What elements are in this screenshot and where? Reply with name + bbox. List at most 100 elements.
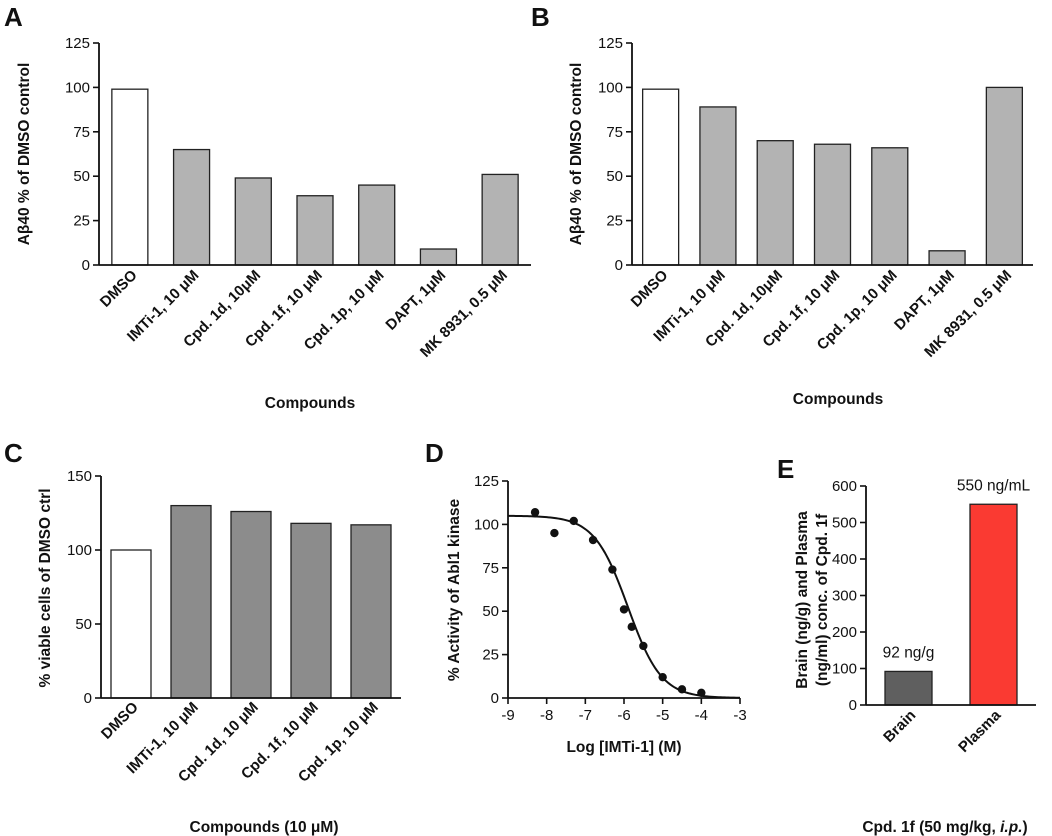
panel-d-data-point [588,535,598,545]
panel-b-y-tick-label: 75 [606,124,623,141]
panel-d-y-axis-title: % Activity of Abl1 kinase [446,498,463,681]
panel-b: B Aβ40 % of DMSO control Compounds 0 25 50… [531,2,1033,408]
panel-d-data-point [697,688,706,697]
panel-c-x-axis-title: Compounds (10 μM) [190,819,339,836]
panel-d-y-tick-label: 100 [474,516,499,533]
panel-e-annotations: 92 ng/g 550 ng/mL [883,477,1031,661]
panel-b-bar-cpd-1d-10-m [756,140,794,266]
panel-d-y-tick-label: 25 [482,647,499,664]
panel-b-y-tick-label: 25 [606,213,623,230]
panel-a-category-label: DMSO [97,267,141,311]
panel-e-y-tick-label: 600 [832,478,857,495]
panel-b-y-axis-title: Aβ40 % of DMSO control [568,63,585,246]
panel-c-y-tick-label: 0 [84,690,92,707]
panel-d-x-tick-label: -9 [501,707,514,724]
panel-letter-d: D [425,438,444,468]
panel-d-x-tick-label: -3 [733,707,746,724]
panel-d: D % Activity of Abl1 kinase Log [IMTi-1]… [425,438,747,756]
panel-d-data-point [658,672,667,682]
panel-d-x-ticks: -9 -8 -7 -6 -5 -4 -3 [501,698,747,724]
panel-c-bar-cpd-1f-10-m [290,522,332,699]
panel-d-data-point [569,516,578,526]
panel-b-bar-dapt-1-m [928,250,966,266]
panel-letter-a: A [4,2,23,32]
panel-d-x-tick-label: -7 [579,707,592,724]
panel-a-y-axis-title: Aβ40 % of DMSO control [16,63,33,246]
panel-a-y-tick-label: 100 [65,79,90,96]
panel-c-bar-cpd-1p-10-m [350,524,392,699]
panel-b-bar-dmso [641,88,680,266]
panel-c-bar-cpd-1d-10-m [230,510,272,699]
panel-b-bar-imti-1-10-m [699,106,737,266]
panel-a-y-tick-label: 25 [73,213,90,230]
panel-e-category-label: Brain [880,707,919,746]
panel-b-bar-cpd-1p-10-m [871,147,909,266]
panel-a-y-tick-label: 50 [73,168,90,185]
panel-b-y-tick-label: 0 [615,257,623,274]
panel-a-bar-cpd-1p-10-m [358,184,396,266]
panel-a-bar-dapt-1-m [419,248,458,266]
panel-e-bars [884,503,1018,706]
panel-c-y-tick-label: 100 [67,542,92,559]
panel-a-y-tick-label: 125 [65,35,90,52]
panel-b-bars [641,86,1024,266]
panel-e-x-axis-title-italic: i.p. [1000,819,1022,836]
panel-e-y-tick-label: 500 [832,515,857,532]
panel-e-y-tick-label: 100 [832,661,857,678]
panel-c: C % viable cells of DMSO ctrl Compounds … [4,438,401,836]
panel-d-y-tick-label: 50 [482,603,499,620]
panel-e-y-axis-title-line1: Brain (ng/g) and Plasma [794,511,811,689]
panel-d-data-point [677,685,687,694]
panel-e-y-ticks: 0 100 200 300 400 500 600 [832,478,866,714]
panel-d-data-point [627,622,636,632]
panel-e-y-tick-label: 200 [832,624,857,641]
panel-e-y-tick-label: 0 [849,697,857,714]
panel-c-y-tick-label: 150 [67,468,92,485]
panel-d-data-point [639,641,648,651]
panel-a-y-tick-label: 75 [73,124,90,141]
panel-c-y-tick-label: 50 [75,616,92,633]
panel-d-points [530,508,706,697]
panel-e: E Brain (ng/g) and Plasma (ng/ml) conc. … [777,454,1036,836]
panel-d-y-tick-label: 0 [491,690,499,707]
panel-e-bar-brain [884,670,933,706]
panel-a: A Aβ40 % of DMSO control Compounds 0 25 50… [4,2,531,412]
panel-e-x-axis-title-main: Cpd. 1f (50 mg/kg, [862,819,1000,836]
panel-e-x-axis-title-end: ) [1023,819,1028,836]
panel-a-y-tick-label: 0 [82,257,90,274]
panel-d-y-ticks: 0 25 50 75 100 125 [474,473,508,707]
panel-a-bar-imti-1-10-m [172,148,211,266]
panel-d-data-point [619,605,629,614]
panel-d-x-axis-title: Log [IMTi-1] (M) [566,739,681,756]
panel-d-x-tick-label: -4 [695,707,708,724]
panel-e-annotation-plasma: 550 ng/mL [957,477,1031,494]
panel-b-y-ticks: 0 25 50 75 100 125 [598,35,632,274]
panel-e-category-labels: Brain Plasma [880,706,1005,756]
panel-d-y-tick-label: 75 [482,560,499,577]
panel-b-y-tick-label: 50 [606,168,623,185]
panel-e-y-axis-title-line2: (ng/ml) conc. of Cpd. 1f [814,513,831,686]
panel-a-y-ticks: 0 25 50 75 100 125 [65,35,99,274]
panel-d-x-tick-label: -8 [540,707,553,724]
panel-c-bar-imti-1-10-m [170,504,212,699]
panel-d-data-point [550,528,559,538]
panel-e-y-tick-label: 300 [832,588,857,605]
panel-e-y-tick-label: 400 [832,551,857,568]
panel-a-category-label: DAPT, 1μM [382,267,449,334]
panel-b-y-tick-label: 125 [598,35,623,52]
panel-a-bars [111,88,519,266]
panel-a-bar-cpd-1f-10-m [296,195,334,266]
panel-letter-c: C [4,438,23,468]
panel-c-bar-dmso [110,549,152,699]
panel-c-bars [110,504,392,699]
panel-e-bar-plasma [969,503,1018,706]
panel-b-x-axis-title: Compounds [793,391,883,408]
panel-c-y-ticks: 0 50 100 150 [67,468,101,707]
panel-c-category-label: DMSO [98,699,142,743]
panel-b-y-tick-label: 100 [598,79,623,96]
panel-b-category-label: DMSO [628,267,672,311]
panel-d-data-point [608,565,617,574]
